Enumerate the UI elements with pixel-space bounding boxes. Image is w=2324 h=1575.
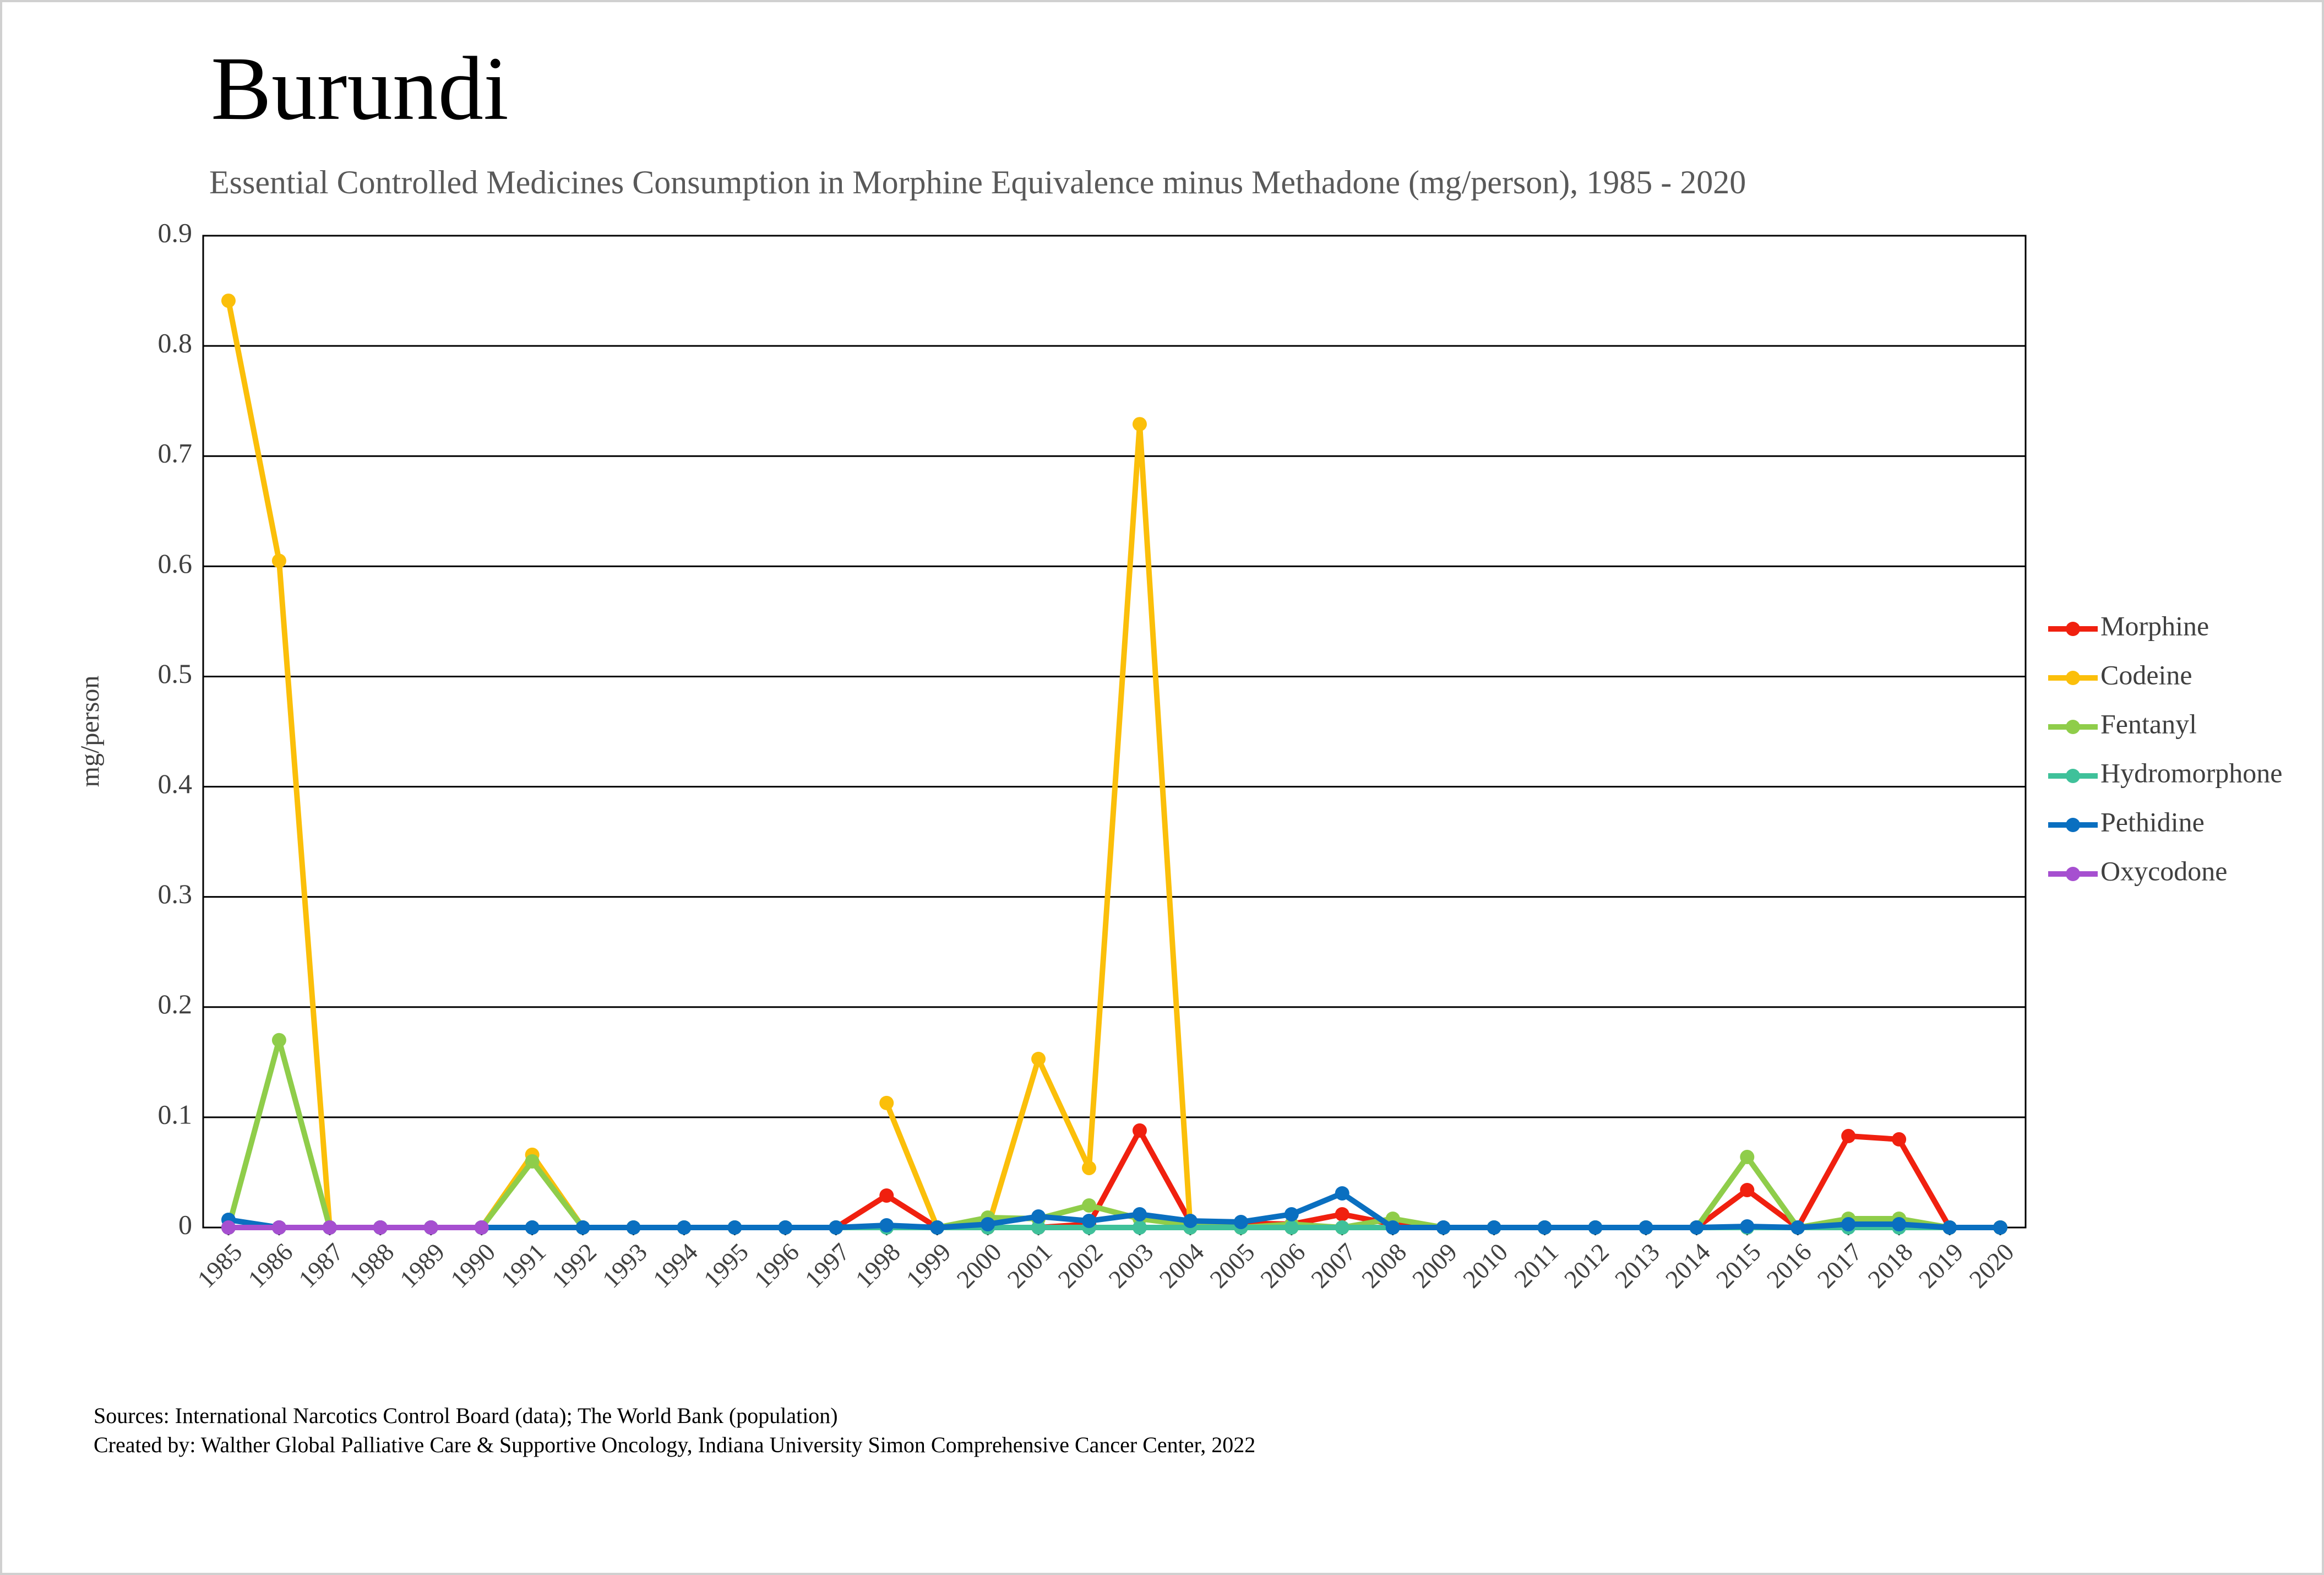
y-tick-label: 0.9	[158, 217, 193, 248]
data-point	[1284, 1220, 1299, 1235]
data-point	[1790, 1220, 1805, 1235]
chart-title: Burundi	[211, 38, 509, 139]
data-point	[1841, 1216, 1856, 1231]
chart-subtitle: Essential Controlled Medicines Consumpti…	[209, 164, 1746, 200]
data-point	[1942, 1220, 1957, 1235]
y-tick-label: 0.3	[158, 878, 193, 909]
data-point	[1892, 1216, 1907, 1231]
data-point	[221, 294, 236, 308]
data-point	[271, 1220, 286, 1235]
data-point	[525, 1220, 540, 1235]
data-point	[1082, 1198, 1097, 1213]
legend-label: Codeine	[2100, 659, 2192, 690]
y-tick-label: 0.2	[158, 989, 193, 1019]
data-point	[1132, 1123, 1147, 1138]
data-point	[1284, 1207, 1299, 1221]
data-point	[1335, 1220, 1349, 1235]
legend-swatch-marker	[2066, 818, 2080, 832]
series-line	[228, 1190, 2001, 1230]
y-tick-label: 0.5	[158, 658, 193, 689]
legend-swatch-marker	[2066, 622, 2080, 636]
data-point	[778, 1220, 793, 1235]
data-point	[1740, 1149, 1755, 1164]
data-point	[1335, 1207, 1349, 1221]
data-point	[727, 1220, 742, 1235]
data-point	[1031, 1209, 1046, 1224]
legend-label: Pethidine	[2100, 806, 2205, 837]
data-point	[221, 1220, 236, 1235]
data-point	[1993, 1220, 2008, 1235]
data-point	[373, 1220, 388, 1235]
y-tick-label: 0	[178, 1209, 192, 1240]
data-point	[322, 1220, 337, 1235]
y-axis-label: mg/person	[75, 676, 105, 788]
data-point	[271, 1033, 286, 1047]
data-point	[1132, 1220, 1147, 1235]
series-line	[226, 1037, 2001, 1230]
data-point	[829, 1220, 843, 1235]
legend-swatch-marker	[2066, 769, 2080, 783]
data-point	[1233, 1214, 1248, 1229]
data-point	[1132, 417, 1147, 432]
data-point	[1031, 1220, 1046, 1235]
credit-note: Created by: Walther Global Palliative Ca…	[94, 1432, 1255, 1457]
data-point	[1841, 1128, 1856, 1143]
source-note: Sources: International Narcotics Control…	[94, 1403, 838, 1428]
data-point	[930, 1220, 945, 1235]
data-point	[525, 1154, 540, 1169]
data-point	[1892, 1132, 1907, 1147]
y-tick-label: 0.8	[158, 328, 193, 359]
data-point	[271, 553, 286, 568]
data-point	[575, 1220, 590, 1235]
legend-label: Morphine	[2100, 610, 2209, 641]
y-tick-label: 0.4	[158, 768, 193, 799]
data-point	[1385, 1220, 1400, 1235]
data-point	[1436, 1220, 1451, 1235]
y-tick-label: 0.7	[158, 438, 193, 469]
legend-swatch-marker	[2066, 867, 2080, 881]
legend-swatch-marker	[2066, 720, 2080, 734]
data-point	[1639, 1220, 1653, 1235]
data-point	[1132, 1207, 1147, 1221]
data-point	[1487, 1220, 1501, 1235]
data-point	[1537, 1220, 1552, 1235]
data-point	[1689, 1220, 1704, 1235]
legend-swatch-marker	[2066, 671, 2080, 685]
data-point	[423, 1220, 438, 1235]
data-point	[1183, 1213, 1198, 1228]
data-point	[1740, 1219, 1755, 1234]
data-point	[1588, 1220, 1603, 1235]
data-point	[1335, 1186, 1349, 1201]
data-point	[1740, 1182, 1755, 1197]
y-tick-label: 0.6	[158, 548, 193, 579]
data-point	[474, 1220, 489, 1235]
data-point	[1082, 1160, 1097, 1175]
data-point	[1082, 1213, 1097, 1228]
data-point	[879, 1095, 894, 1110]
data-point	[626, 1220, 641, 1235]
data-point	[677, 1220, 692, 1235]
data-point	[879, 1218, 894, 1232]
legend-label: Oxycodone	[2100, 855, 2228, 886]
y-tick-label: 0.1	[158, 1099, 193, 1129]
legend-label: Hydromorphone	[2100, 757, 2283, 788]
legend-label: Fentanyl	[2100, 708, 2197, 739]
data-point	[1031, 1051, 1046, 1066]
data-point	[981, 1216, 995, 1231]
data-point	[879, 1188, 894, 1203]
